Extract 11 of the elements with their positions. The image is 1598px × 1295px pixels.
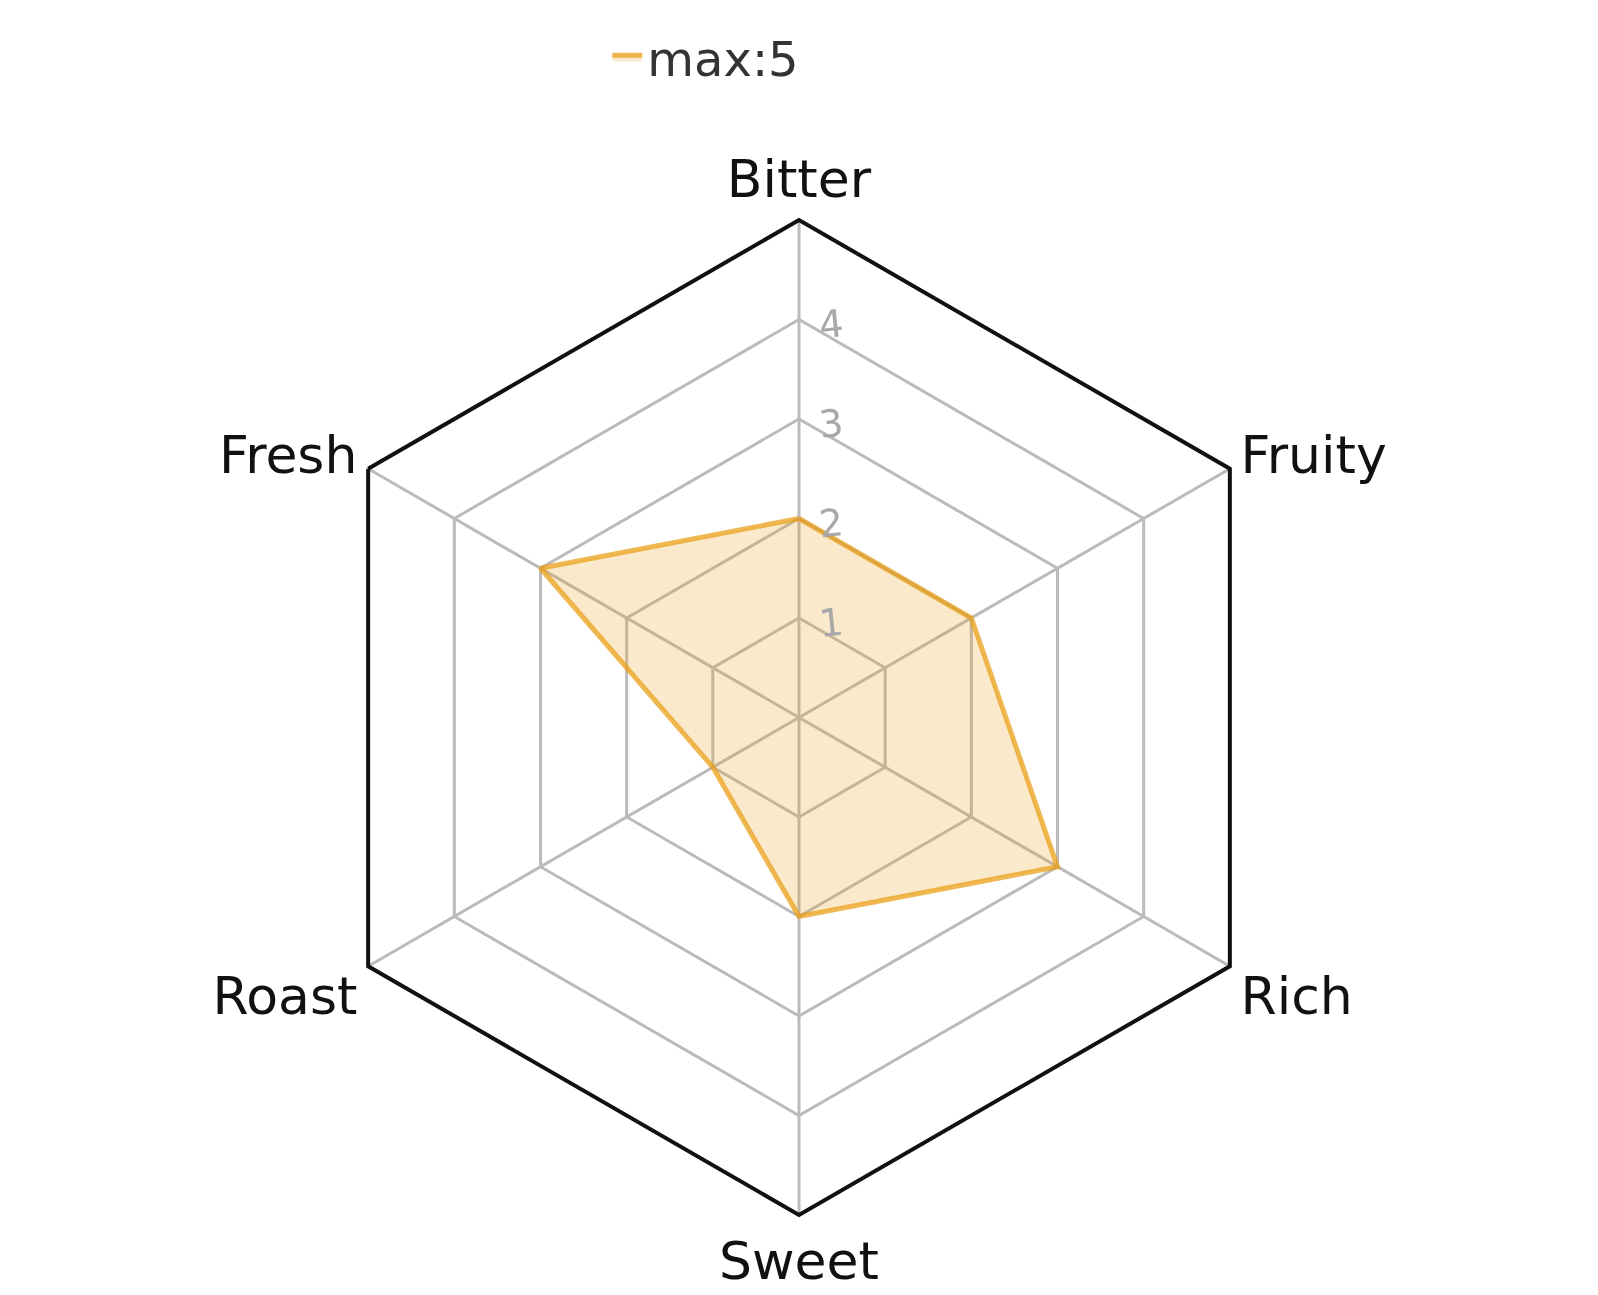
spoke-label: Roast [212, 966, 358, 1027]
legend-label: max:5 [647, 30, 799, 87]
spoke-label: Rich [1240, 966, 1353, 1027]
y-tick-label: 3 [816, 400, 846, 447]
spoke-label: Fresh [219, 425, 358, 486]
y-tick-label: 1 [816, 599, 846, 646]
spoke-label: Fruity [1240, 425, 1387, 486]
y-tick-label: 2 [816, 500, 846, 547]
spoke-label: Bitter [726, 149, 872, 210]
spoke-label: Sweet [719, 1231, 879, 1292]
y-tick-label: 4 [816, 301, 846, 348]
